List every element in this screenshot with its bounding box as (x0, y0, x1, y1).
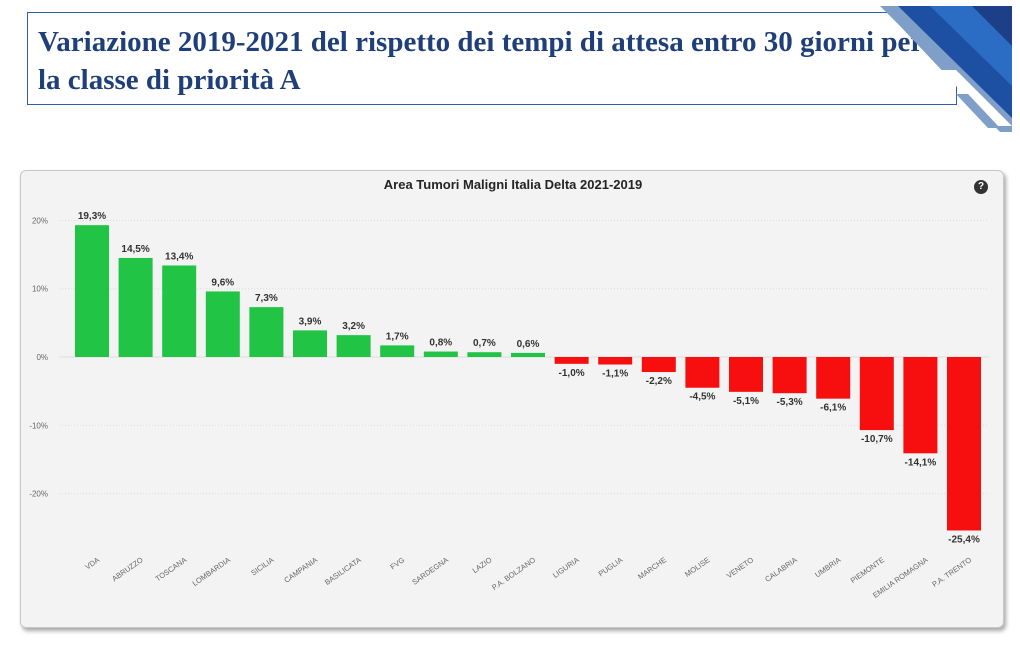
bar[interactable] (336, 335, 371, 357)
x-tick-label: CALABRIA (763, 555, 799, 584)
y-tick-label: 0% (36, 353, 48, 362)
x-tick-label: LAZIO (471, 555, 494, 575)
data-label: 1,7% (386, 331, 409, 342)
corner-decoration (880, 6, 1012, 132)
bar[interactable] (162, 265, 197, 357)
bar[interactable] (205, 291, 240, 357)
bar[interactable] (641, 357, 676, 373)
data-label: -1,1% (602, 369, 628, 380)
data-label: 0,6% (517, 339, 540, 350)
x-tick-label: CAMPANIA (282, 555, 319, 585)
bar[interactable] (554, 357, 589, 364)
help-circle-icon[interactable]: ? (974, 180, 988, 194)
bar[interactable] (816, 357, 851, 399)
bar[interactable] (947, 357, 981, 531)
data-label: -14,1% (905, 457, 937, 468)
x-tick-label: MOLISE (683, 555, 711, 579)
x-tick-label: P.A. BOLZANO (490, 555, 537, 592)
bar[interactable] (380, 345, 415, 357)
data-label: 7,3% (255, 293, 278, 304)
data-label: -5,1% (733, 396, 759, 407)
x-tick-label: PUGLIA (597, 555, 625, 578)
x-tick-label: BASILICATA (323, 555, 363, 587)
slide-title: Variazione 2019-2021 del rispetto dei te… (38, 26, 923, 96)
x-tick-label: LIGURIA (551, 555, 581, 580)
data-label: -5,3% (777, 397, 803, 408)
x-tick-label: VENETO (725, 555, 755, 580)
x-tick-label: SARDEGNA (410, 555, 450, 587)
y-tick-label: -20% (29, 490, 48, 499)
data-label: 3,9% (299, 316, 322, 327)
bar[interactable] (249, 307, 284, 357)
data-label: -1,0% (559, 368, 585, 379)
chart-card: Area Tumori Maligni Italia Delta 2021-20… (20, 170, 1004, 628)
data-label: 9,6% (211, 277, 234, 288)
x-tick-label: FVG (389, 555, 407, 571)
bar[interactable] (772, 357, 807, 394)
x-tick-label: VDA (83, 555, 101, 571)
data-label: 14,5% (121, 244, 149, 255)
x-tick-label: ABRUZZO (110, 555, 145, 583)
data-label: 19,3% (78, 211, 106, 222)
y-tick-label: 10% (32, 285, 48, 294)
bar[interactable] (598, 357, 633, 365)
chart-title: Area Tumori Maligni Italia Delta 2021-20… (383, 177, 643, 192)
x-tick-label: LOMBARDIA (191, 555, 232, 588)
x-tick-label: UMBRIA (813, 555, 842, 579)
data-label: -10,7% (861, 434, 893, 445)
bar[interactable] (729, 357, 763, 392)
bar[interactable] (903, 357, 938, 454)
data-label: 13,4% (165, 251, 193, 262)
x-tick-label: SICILIA (249, 555, 275, 577)
bar[interactable] (467, 352, 502, 357)
y-tick-label: -10% (29, 421, 48, 430)
bar[interactable] (685, 357, 720, 388)
slide-title-box: Variazione 2019-2021 del rispetto dei te… (27, 12, 957, 105)
x-tick-label: PIEMONTE (849, 555, 886, 585)
data-label: -25,4% (948, 534, 980, 545)
bar[interactable] (118, 257, 153, 357)
y-tick-label: 20% (32, 216, 48, 225)
data-label: 0,8% (429, 338, 452, 349)
x-tick-label: TOSCANA (154, 555, 189, 583)
x-tick-label: P.A. TRENTO (930, 555, 973, 589)
data-label: -2,2% (646, 376, 672, 387)
data-label: 3,2% (342, 321, 365, 332)
x-tick-label: MARCHE (636, 555, 668, 581)
bar[interactable] (859, 357, 894, 431)
data-label: -4,5% (689, 392, 715, 403)
bar[interactable] (511, 352, 545, 357)
data-label: 0,7% (473, 338, 496, 349)
bar[interactable] (293, 330, 327, 357)
data-label: -6,1% (820, 403, 846, 414)
bar[interactable] (423, 351, 458, 357)
bar-chart: 20% 10% 0% -10% -20% 19,3% VDA 14,5% ABRUZZO 13,4… (29, 211, 989, 600)
bar[interactable] (75, 225, 109, 357)
